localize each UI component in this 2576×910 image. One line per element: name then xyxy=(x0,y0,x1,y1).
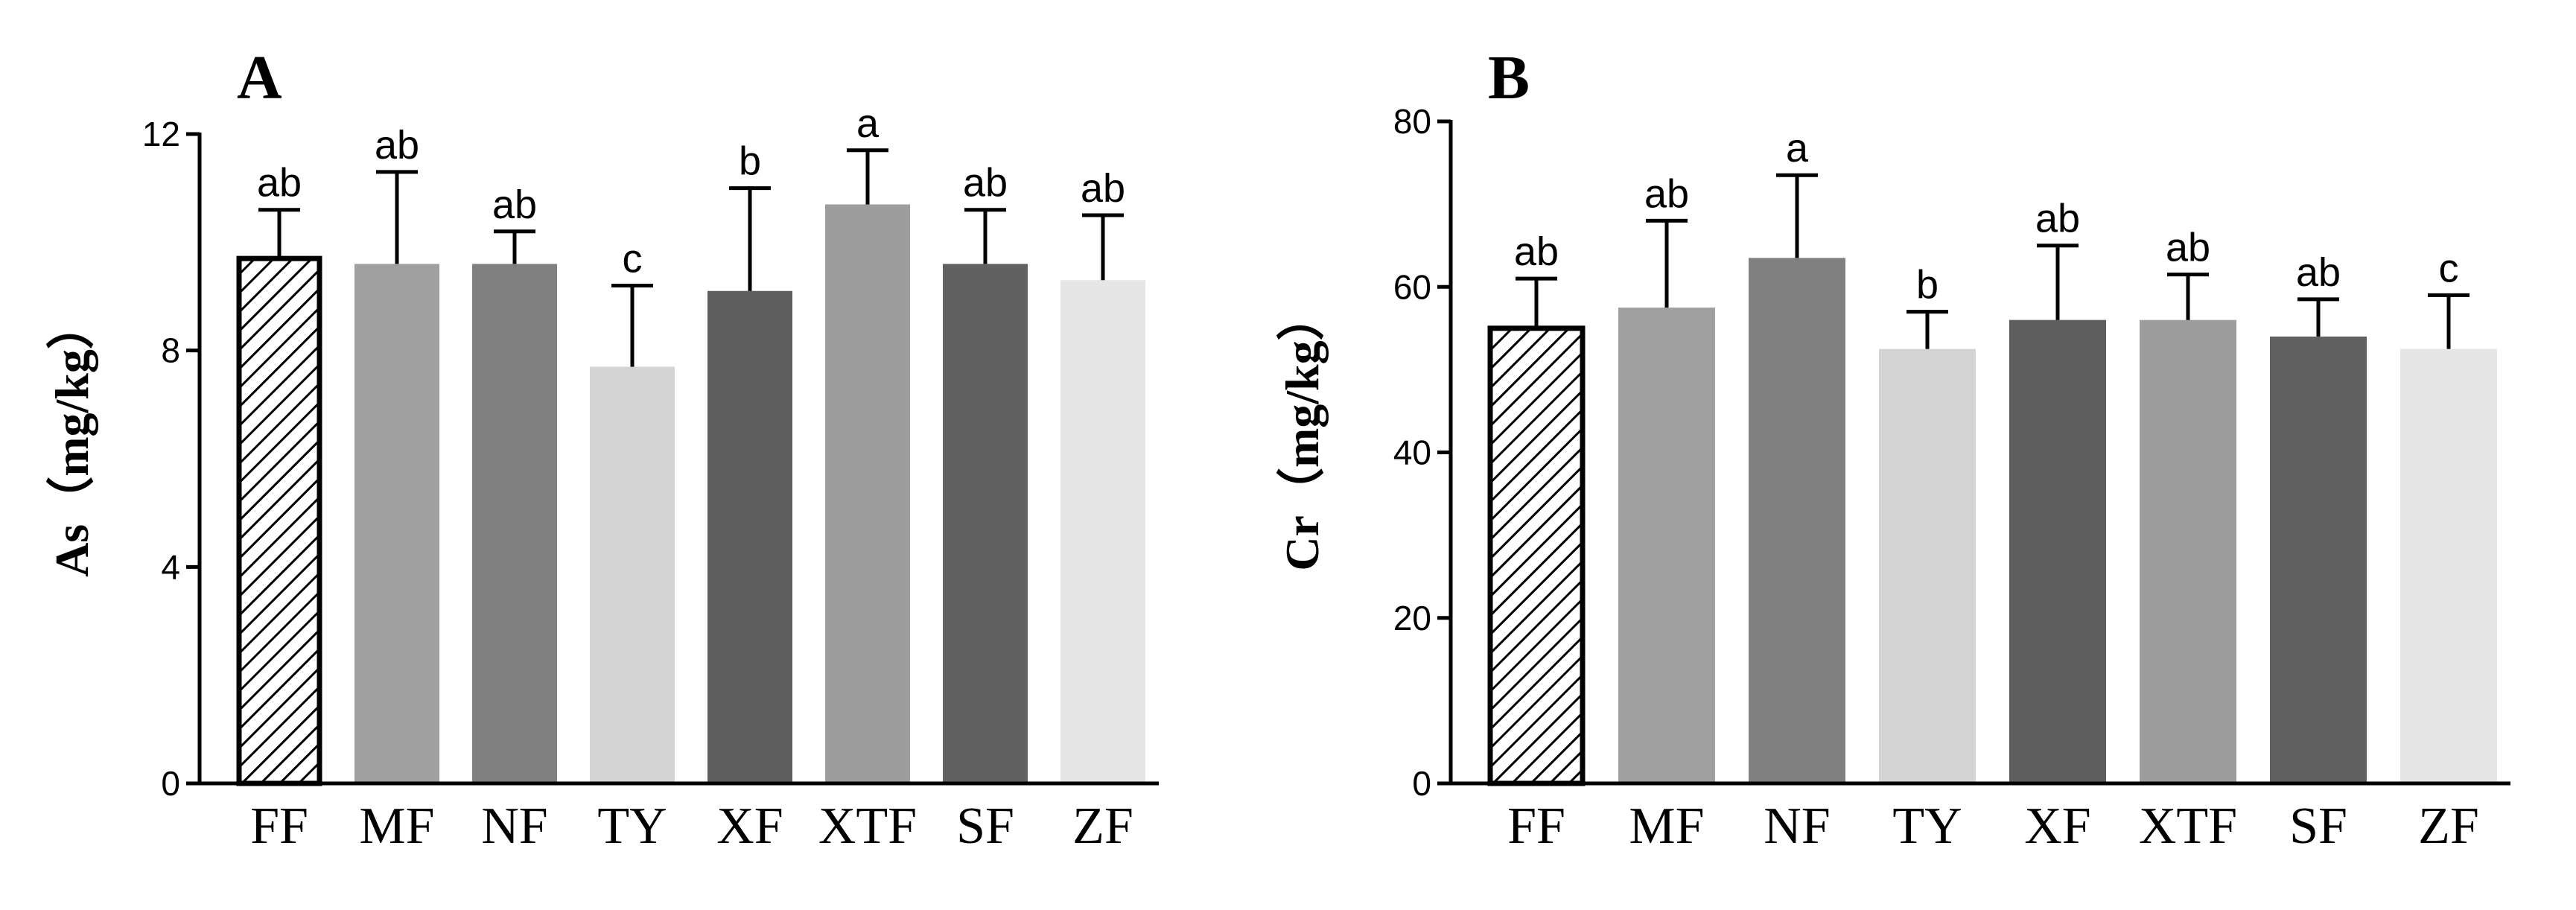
error-bar-nf-b xyxy=(1776,173,1818,258)
bar-ty-b xyxy=(1879,349,1976,783)
y-tick-label-a: 0 xyxy=(161,764,180,803)
bar-nf-b xyxy=(1749,258,1845,783)
sig-label-ff-a: ab xyxy=(257,161,302,206)
sig-label-mf-b: ab xyxy=(1644,171,1689,216)
bar-zf-b xyxy=(2400,349,2497,783)
error-bar-zf-b xyxy=(2428,293,2470,349)
sig-label-ty-b: b xyxy=(1916,263,1939,308)
sig-label-mf-a: ab xyxy=(375,123,419,168)
sig-label-sf-a: ab xyxy=(963,161,1008,206)
y-tick-label-b: 60 xyxy=(1393,267,1431,306)
y-tick-label-b: 40 xyxy=(1393,433,1431,472)
x-tick-nf-a: NF xyxy=(481,798,547,855)
error-bar-mf-a xyxy=(376,170,418,264)
x-tick-mf-a: MF xyxy=(359,798,434,855)
bar-sf-b xyxy=(2270,336,2367,783)
sig-label-ff-b: ab xyxy=(1514,229,1559,274)
sig-label-xf-a: b xyxy=(739,139,761,184)
y-ticks-b: 0 20 40 60 80 xyxy=(1393,102,1451,803)
y-tick-label-a: 4 xyxy=(161,547,180,586)
panel-label-b: B xyxy=(1488,43,1530,112)
bar-sf-a xyxy=(943,264,1028,783)
bars-a xyxy=(236,204,1145,786)
bar-zf-a xyxy=(1060,280,1145,783)
bar-xtf-a xyxy=(825,204,910,783)
error-bar-nf-a xyxy=(494,229,535,264)
bar-ty-a xyxy=(590,366,675,783)
x-tick-ff-b: FF xyxy=(1507,798,1565,855)
y-axis-title-a: As（mg/kg） xyxy=(45,302,98,577)
error-bar-sf-a xyxy=(964,208,1006,264)
bar-ff-a xyxy=(236,255,322,786)
sig-label-nf-a: ab xyxy=(492,182,537,227)
error-bar-ty-a xyxy=(611,283,653,367)
bar-nf-a xyxy=(472,264,557,783)
y-tick-label-a: 12 xyxy=(142,115,180,153)
x-tick-ff-a: FF xyxy=(250,798,308,855)
y-axis-title-b: Cr（mg/kg） xyxy=(1276,293,1329,570)
x-tick-ty-a: TY xyxy=(597,798,667,855)
bars-b xyxy=(1487,258,2497,786)
sig-label-xf-b: ab xyxy=(2035,197,2080,241)
x-tick-xtf-a: XTF xyxy=(818,798,917,855)
error-bar-ff-a xyxy=(258,208,300,259)
sig-label-nf-b: a xyxy=(1786,126,1809,171)
panel-a: A As（mg/kg） ab ab ab c b a ab ab 0 4 8 12 FF MF NF TY… xyxy=(45,43,1159,855)
sig-label-ty-a: c xyxy=(623,236,643,281)
x-tick-zf-b: ZF xyxy=(2418,798,2479,855)
y-tick-label-b: 0 xyxy=(1412,764,1431,803)
bar-ff-b xyxy=(1487,325,1586,786)
error-bars-b xyxy=(1516,173,2470,349)
bar-mf-a xyxy=(354,264,439,783)
x-ticks-b: FF MF NF TY XF XTF SF ZF xyxy=(1507,798,2479,855)
bar-xf-a xyxy=(707,290,792,783)
error-bar-sf-b xyxy=(2297,297,2339,337)
y-tick-label-a: 8 xyxy=(161,331,180,370)
sig-label-zf-a: ab xyxy=(1081,166,1125,211)
error-bar-xtf-b xyxy=(2167,273,2209,320)
sig-label-xtf-a: a xyxy=(856,101,880,146)
error-bar-xf-b xyxy=(2037,244,2079,320)
panel-label-a: A xyxy=(237,43,282,112)
x-tick-mf-b: MF xyxy=(1629,798,1704,855)
axes-b xyxy=(1448,120,2510,786)
sig-label-sf-b: ab xyxy=(2296,250,2341,295)
sig-label-xtf-b: ab xyxy=(2166,226,2210,270)
bar-xf-b xyxy=(2009,319,2106,783)
error-bar-xf-a xyxy=(729,186,771,291)
x-tick-sf-a: SF xyxy=(956,798,1014,855)
x-ticks-a: FF MF NF TY XF XTF SF ZF xyxy=(250,798,1133,855)
x-tick-xf-a: XF xyxy=(716,798,783,855)
significance-labels-a: ab ab ab c b a ab ab xyxy=(257,101,1125,281)
bar-mf-b xyxy=(1618,308,1715,783)
x-tick-xtf-b: XTF xyxy=(2139,798,2237,855)
error-bar-xtf-a xyxy=(847,148,888,205)
bar-xtf-b xyxy=(2140,319,2236,783)
sig-label-zf-b: c xyxy=(2439,246,2459,290)
x-tick-xf-b: XF xyxy=(2024,798,2090,855)
error-bar-ty-b xyxy=(1906,310,1948,349)
y-tick-label-b: 20 xyxy=(1393,599,1431,637)
axes-a xyxy=(197,133,1159,786)
error-bars-a xyxy=(258,148,1124,367)
y-tick-label-b: 80 xyxy=(1393,102,1431,141)
error-bar-zf-a xyxy=(1082,213,1124,281)
y-ticks-a: 0 4 8 12 xyxy=(142,115,200,803)
x-tick-ty-b: TY xyxy=(1892,798,1962,855)
x-tick-zf-a: ZF xyxy=(1072,798,1133,855)
error-bar-ff-b xyxy=(1516,276,1557,328)
x-tick-sf-b: SF xyxy=(2289,798,2347,855)
x-tick-nf-b: NF xyxy=(1764,798,1830,855)
error-bar-mf-b xyxy=(1646,218,1688,308)
